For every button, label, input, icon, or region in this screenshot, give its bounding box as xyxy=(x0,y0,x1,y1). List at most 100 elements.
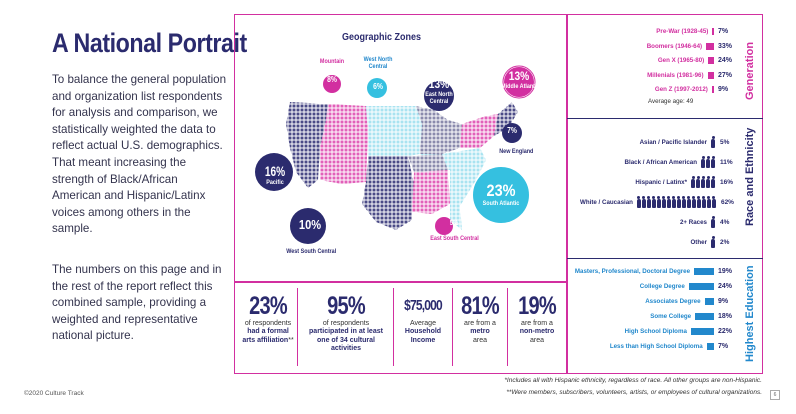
race-label: 2+ Races xyxy=(679,218,707,226)
person-icon xyxy=(711,136,715,148)
race-label: Other xyxy=(690,238,707,246)
person-icon xyxy=(681,196,686,208)
bubble-pacific xyxy=(255,153,293,191)
education-value: 7% xyxy=(718,343,729,350)
race-value: 16% xyxy=(720,178,734,186)
divider xyxy=(297,288,298,366)
person-icon xyxy=(711,196,716,208)
generation-value: 33% xyxy=(718,42,733,50)
education-label: College Degree xyxy=(639,283,685,290)
person-icon-group xyxy=(691,176,716,188)
person-icon xyxy=(651,196,656,208)
generation-value: 9% xyxy=(718,86,729,93)
education-bar xyxy=(688,283,714,290)
person-icon xyxy=(661,196,666,208)
footnote-hispanic: *Includes all with Hispanic ethnicity, r… xyxy=(504,377,762,384)
generation-row: Pre-War (1928-45) 7% xyxy=(580,28,738,35)
zone-new-england: 7% New England xyxy=(499,126,534,155)
region-east-south-central xyxy=(412,170,450,214)
stat-participation: 95% of respondents participated in at lea… xyxy=(309,292,383,353)
footnote-affiliation: **Were members, subscribers, volunteers,… xyxy=(506,389,762,396)
person-icon xyxy=(706,196,711,208)
generation-label: Pre-War (1928-45) xyxy=(656,28,709,35)
education-value: 9% xyxy=(718,298,729,305)
education-row: College Degree 24% xyxy=(572,283,738,290)
bubble-mountain xyxy=(323,75,341,93)
bubble-east-north-central xyxy=(424,81,454,111)
race-label: White / Caucasian xyxy=(580,198,633,206)
bubble-east-south-central xyxy=(435,217,453,235)
generation-value: 27% xyxy=(718,71,733,79)
divider xyxy=(452,288,453,366)
stat-arts-affiliation: 23% of respondents had a formal arts affi… xyxy=(242,292,294,344)
person-icon xyxy=(686,196,691,208)
side-frame xyxy=(567,14,763,374)
zone-middle-atlantic: 13% Middle Atlantic xyxy=(501,69,540,91)
stat-non-metro: 19% are from a non-metro area xyxy=(518,292,556,344)
person-icon xyxy=(711,216,715,228)
generation-row: Gen Z (1997-2012) 9% xyxy=(580,86,738,93)
education-value: 19% xyxy=(718,268,733,275)
generation-value: 7% xyxy=(718,28,729,35)
person-icon xyxy=(636,196,641,208)
person-icon xyxy=(696,176,700,188)
person-icon-group xyxy=(636,196,717,208)
race-label: Asian / Pacific Islander xyxy=(639,138,707,146)
region-central-gray xyxy=(408,154,448,172)
person-icon xyxy=(706,176,710,188)
education-bar xyxy=(694,268,714,275)
bubble-middle-atlantic-inner xyxy=(504,67,534,97)
page-number: 6 xyxy=(770,390,780,400)
person-icon-group xyxy=(711,236,716,248)
person-icon xyxy=(711,176,715,188)
divider xyxy=(567,258,763,260)
us-map xyxy=(255,65,536,244)
zone-mountain: Mountain 8% xyxy=(319,58,345,85)
person-icon xyxy=(691,176,695,188)
stats-frame xyxy=(234,282,567,374)
person-icon-group xyxy=(711,216,716,228)
person-icon xyxy=(711,156,715,168)
education-bar xyxy=(706,343,714,350)
region-west-south-central xyxy=(362,156,414,230)
education-bar xyxy=(704,298,714,305)
person-icon xyxy=(701,156,705,168)
race-title: Race and Ethnicity xyxy=(744,127,756,226)
region-mountain xyxy=(320,104,368,184)
region-east-north-central xyxy=(416,106,462,154)
generation-bar xyxy=(706,42,714,50)
race-value: 2% xyxy=(720,238,730,246)
education-label: High School Diploma xyxy=(624,328,687,335)
person-icon xyxy=(656,196,661,208)
bubble-south-atlantic xyxy=(473,167,529,223)
education-bar xyxy=(690,328,714,335)
person-icon xyxy=(646,196,651,208)
zone-east-south-central: 5% East South Central xyxy=(430,220,479,242)
bubble-new-england xyxy=(502,123,522,143)
divider xyxy=(393,288,394,366)
map-frame xyxy=(234,14,567,282)
generation-row: Gen X (1965-80) 24% xyxy=(580,57,738,64)
education-label: Less than High School Diploma xyxy=(609,343,703,350)
education-row: Associates Degree 9% xyxy=(572,298,738,305)
region-south-atlantic xyxy=(420,148,486,230)
person-icon xyxy=(701,176,705,188)
divider xyxy=(507,288,508,366)
person-icon xyxy=(671,196,676,208)
map-title: Geographic Zones xyxy=(342,32,422,43)
generation-label: Gen X (1965-80) xyxy=(657,57,705,64)
zone-east-north-central: 13% East North Central xyxy=(425,77,453,106)
person-icon xyxy=(641,196,646,208)
divider xyxy=(567,118,763,120)
copyright: ©2020 Culture Track xyxy=(24,390,84,397)
education-title: Highest Education xyxy=(744,265,756,362)
race-value: 11% xyxy=(720,158,733,166)
race-value: 62% xyxy=(720,198,734,206)
region-pacific xyxy=(286,102,328,188)
race-label: Black / African American xyxy=(624,158,697,166)
bubble-west-south-central xyxy=(290,208,326,244)
race-value: 4% xyxy=(720,218,730,226)
person-icon xyxy=(691,196,696,208)
education-label: Some College xyxy=(650,313,692,320)
